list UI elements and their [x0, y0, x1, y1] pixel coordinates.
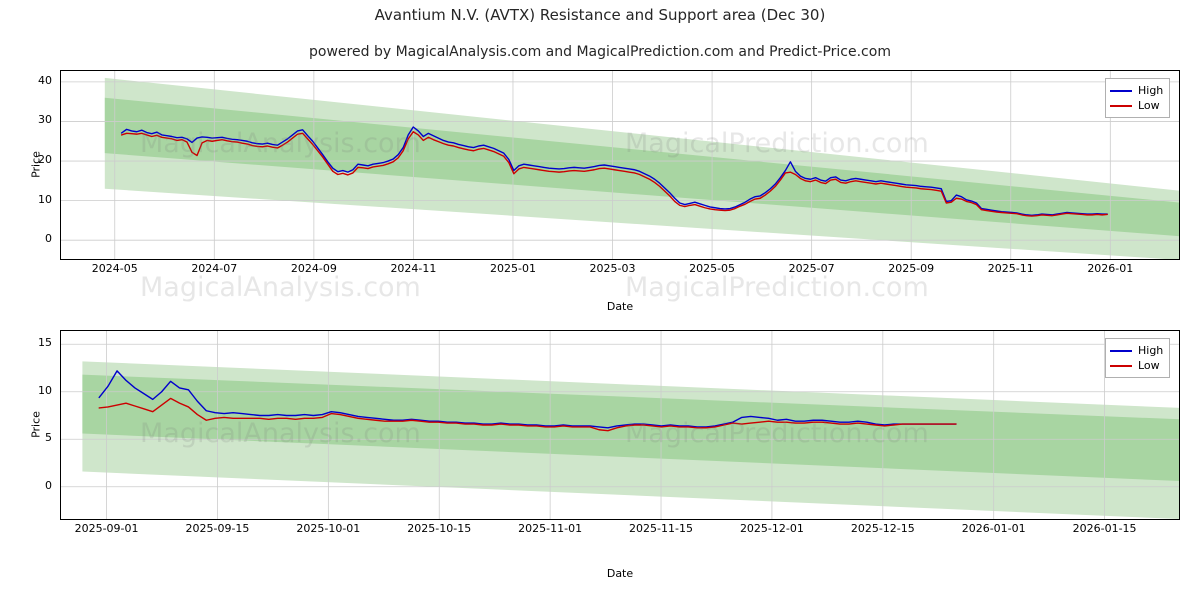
upper-chart-panel [60, 70, 1180, 260]
legend-swatch-low [1110, 104, 1132, 107]
lower-legend: High Low [1105, 338, 1171, 378]
x-tick-label: 2026-01-15 [1072, 522, 1137, 535]
x-tick-label: 2024-05 [91, 262, 138, 275]
legend-label-low: Low [1138, 359, 1160, 372]
lower-x-axis-label: Date [606, 567, 634, 580]
x-tick-label: 2025-07 [788, 262, 835, 275]
x-tick-label: 2025-11-15 [629, 522, 693, 535]
x-tick-label: 2025-11 [987, 262, 1034, 275]
page-subtitle: powered by MagicalAnalysis.com and Magic… [309, 44, 891, 60]
x-tick-label: 2025-09-01 [74, 522, 139, 535]
y-tick-label: 15 [38, 336, 52, 350]
legend-label-low: Low [1138, 99, 1160, 112]
y-tick-label: 30 [38, 113, 52, 127]
legend-swatch-high [1110, 89, 1132, 92]
upper-x-axis-label: Date [606, 300, 634, 313]
legend-label-high: High [1138, 84, 1164, 97]
x-tick-label: 2025-09 [888, 262, 935, 275]
x-tick-label: 2026-01-01 [961, 522, 1026, 535]
x-tick-label: 2025-12-15 [850, 522, 915, 535]
x-tick-label: 2024-11 [390, 262, 437, 275]
upper-legend: High Low [1105, 78, 1171, 118]
legend-swatch-high [1110, 349, 1132, 352]
x-tick-label: 2025-11-01 [518, 522, 583, 535]
x-tick-label: 2025-12-01 [739, 522, 804, 535]
lower-plot-svg [60, 330, 1180, 520]
x-tick-label: 2025-10-01 [296, 522, 361, 535]
legend-entry-low: Low [1110, 358, 1163, 373]
page-title: Avantium N.V. (AVTX) Resistance and Supp… [374, 6, 826, 24]
x-tick-label: 2024-09 [290, 262, 337, 275]
y-tick-label: 0 [45, 478, 52, 492]
x-tick-label: 2025-09-15 [185, 522, 250, 535]
x-tick-label: 2026-01 [1087, 262, 1134, 275]
x-tick-label: 2025-03 [589, 262, 636, 275]
legend-entry-high: High [1110, 343, 1163, 358]
legend-entry-high: High [1110, 83, 1163, 98]
legend-swatch-low [1110, 364, 1132, 367]
x-tick-label: 2025-10-15 [407, 522, 472, 535]
x-tick-label: 2025-01 [489, 262, 536, 275]
legend-label-high: High [1138, 344, 1164, 357]
y-tick-label: 40 [38, 73, 52, 87]
x-tick-label: 2025-05 [689, 262, 736, 275]
upper-plot-svg [60, 70, 1180, 260]
lower-chart-panel [60, 330, 1180, 520]
y-tick-label: 10 [38, 192, 52, 206]
x-tick-label: 2024-07 [191, 262, 238, 275]
y-tick-label: 0 [45, 232, 52, 246]
watermark-text: MagicalAnalysis.com [140, 272, 421, 303]
y-tick-label: 10 [38, 383, 52, 397]
y-tick-label: 20 [38, 153, 52, 167]
legend-entry-low: Low [1110, 98, 1163, 113]
y-tick-label: 5 [45, 431, 52, 445]
watermark-text: MagicalPrediction.com [625, 272, 929, 303]
